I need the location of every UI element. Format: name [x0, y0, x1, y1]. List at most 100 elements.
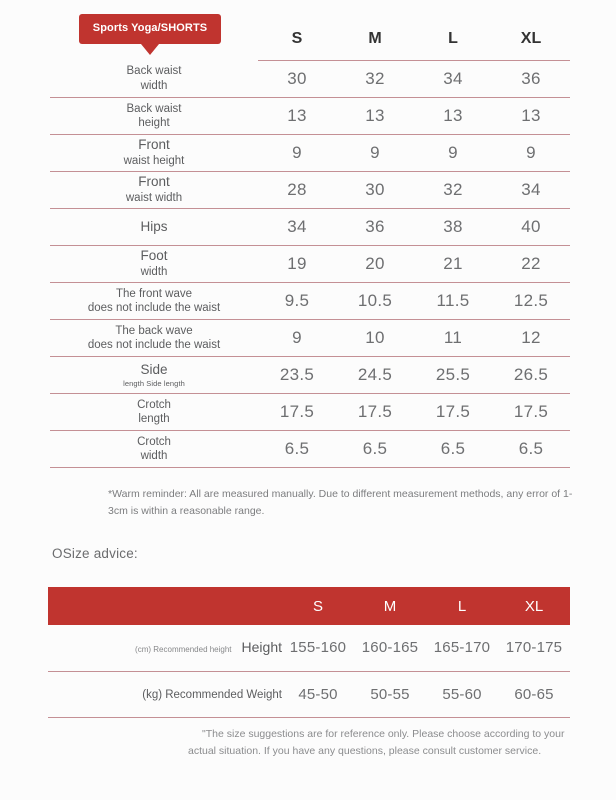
product-title-badge-label: Sports Yoga/SHORTS	[79, 14, 221, 44]
advice-label-unit: (cm) Recommended height	[135, 644, 232, 654]
measurement-label-cell: Hips	[50, 208, 258, 246]
measurement-value-cell: 9.5	[258, 282, 336, 320]
measurement-value-cell: 38	[414, 208, 492, 246]
measurement-value-cell: 9	[258, 134, 336, 172]
badge-pointer-icon	[141, 44, 159, 55]
table-row: Crotch width 6.5 6.5 6.5 6.5	[50, 430, 570, 468]
measurement-value-cell: 32	[414, 171, 492, 209]
measurement-label-cell: The front wave does not include the waist	[50, 282, 258, 320]
measurement-value-cell: 22	[492, 245, 570, 283]
measurement-value-cell: 25.5	[414, 356, 492, 394]
measurement-label-line-2: waist height	[123, 155, 185, 168]
footnote-line-2: actual situation. If you have any questi…	[188, 745, 542, 758]
measurement-value-cell: 9	[414, 134, 492, 172]
measurement-label-line-1: Side	[140, 361, 168, 377]
measurement-value-cell: 6.5	[258, 430, 336, 468]
measurement-value-cell: 11.5	[414, 282, 492, 320]
measurement-label-line-2: width	[140, 450, 168, 462]
measurement-label-line-1: Hips	[140, 218, 168, 234]
measurement-value-cell: 11	[414, 319, 492, 357]
measurement-label-line-2: length	[138, 413, 170, 425]
list-item: (cm) Recommended height Height 155-160 160-…	[48, 625, 570, 672]
measurement-label-cell: Front waist height	[50, 134, 258, 172]
measurement-label-cell: Side length Side length	[50, 356, 258, 394]
table-row: Front waist height 9 9 9 9	[50, 134, 570, 172]
measurement-label-cell: Back waist height	[50, 97, 258, 135]
table-row: Back waist height 13 13 13 13	[50, 97, 570, 135]
size-header-xl: XL	[492, 24, 570, 61]
advice-label-header	[48, 587, 282, 625]
measurement-label-line-1: Front	[138, 174, 170, 190]
measurement-value-cell: 32	[336, 60, 414, 98]
measurement-value-cell: 34	[414, 60, 492, 98]
measurement-value-cell: 17.5	[414, 393, 492, 431]
warm-reminder-note: *Warm reminder: All are measured manuall…	[108, 488, 573, 518]
measurement-table-head: S M L XL	[50, 24, 570, 61]
measurement-value-cell: 19	[258, 245, 336, 283]
measurement-value-cell: 10.5	[336, 282, 414, 320]
measurement-value-cell: 9	[492, 134, 570, 172]
measurement-value-cell: 13	[414, 97, 492, 135]
size-header-m: M	[336, 24, 414, 61]
size-advice-footnote: "The size suggestions are for reference …	[188, 726, 580, 761]
measurement-value-cell: 10	[336, 319, 414, 357]
measurement-value-cell: 6.5	[414, 430, 492, 468]
measurement-value-cell: 9	[336, 134, 414, 172]
table-row: Front waist width 28 30 32 34	[50, 171, 570, 209]
advice-label-main: Height	[241, 638, 282, 655]
measurement-label-line-1: Back waist	[126, 65, 182, 78]
size-advice-heading: OSize advice:	[52, 546, 138, 561]
measurement-value-cell: 30	[336, 171, 414, 209]
measurement-label-line-2: does not include the waist	[87, 302, 221, 314]
advice-value-cell: 55-60	[426, 671, 498, 718]
measurement-value-cell: 9	[258, 319, 336, 357]
measurement-value-cell: 28	[258, 171, 336, 209]
measurement-value-cell: 36	[336, 208, 414, 246]
table-row: Foot width 19 20 21 22	[50, 245, 570, 283]
table-row: The front wave does not include the waist…	[50, 282, 570, 320]
table-row: The back wave does not include the waist 9…	[50, 319, 570, 357]
advice-value-cell: 170-175	[498, 625, 570, 672]
size-header-s: S	[258, 24, 336, 61]
measurement-label-line-1: Back waist	[126, 102, 182, 115]
size-advice-table-head: S M L XL	[48, 587, 570, 625]
size-advice-header-row: S M L XL	[48, 587, 570, 625]
measurement-value-cell: 13	[258, 97, 336, 135]
measurement-value-cell: 24.5	[336, 356, 414, 394]
measurement-header-row: S M L XL	[50, 24, 570, 61]
advice-value-cell: 50-55	[354, 671, 426, 718]
table-row: Back waist width 30 32 34 36	[50, 60, 570, 98]
measurement-value-cell: 34	[492, 171, 570, 209]
measurement-label-cell: The back wave does not include the waist	[50, 319, 258, 357]
advice-value-cell: 155-160	[282, 625, 354, 672]
measurement-value-cell: 13	[492, 97, 570, 135]
measurement-table-body: Back waist width 30 32 34 36 Back waist height 1…	[50, 60, 570, 468]
measurement-label-line-2: width	[140, 266, 168, 279]
measurement-value-cell: 12	[492, 319, 570, 357]
measurement-value-cell: 13	[336, 97, 414, 135]
measurement-value-cell: 36	[492, 60, 570, 98]
measurement-value-cell: 20	[336, 245, 414, 283]
measurement-label-line-1: Crotch	[137, 398, 171, 411]
advice-value-cell: 60-65	[498, 671, 570, 718]
advice-size-header-m: M	[354, 587, 426, 625]
footnote-line-1: "The size suggestions are for reference …	[202, 728, 565, 740]
table-row: Hips 34 36 38 40	[50, 208, 570, 246]
measurement-label-cell: Crotch length	[50, 393, 258, 431]
size-advice-table-body: (cm) Recommended height Height 155-160 160-…	[48, 625, 570, 718]
advice-label-cell: (cm) Recommended height Height	[48, 625, 282, 672]
measurement-label-line-2: length Side length	[123, 378, 185, 388]
advice-size-header-xl: XL	[498, 587, 570, 625]
advice-size-header-l: L	[426, 587, 498, 625]
size-advice-table: S M L XL (cm) Recommended height Height 15…	[48, 587, 570, 718]
measurement-value-cell: 17.5	[492, 393, 570, 431]
measurement-value-cell: 12.5	[492, 282, 570, 320]
measurement-label-line-1: Foot	[140, 248, 168, 264]
measurement-value-cell: 17.5	[336, 393, 414, 431]
measurement-label-line-2: height	[138, 117, 170, 129]
measurement-label-header	[50, 24, 258, 61]
size-header-l: L	[414, 24, 492, 61]
measurement-label-line-1: The back wave	[115, 324, 193, 337]
measurement-label-line-1: Front	[138, 137, 170, 153]
table-row: Side length Side length 23.5 24.5 25.5 26.5	[50, 356, 570, 394]
